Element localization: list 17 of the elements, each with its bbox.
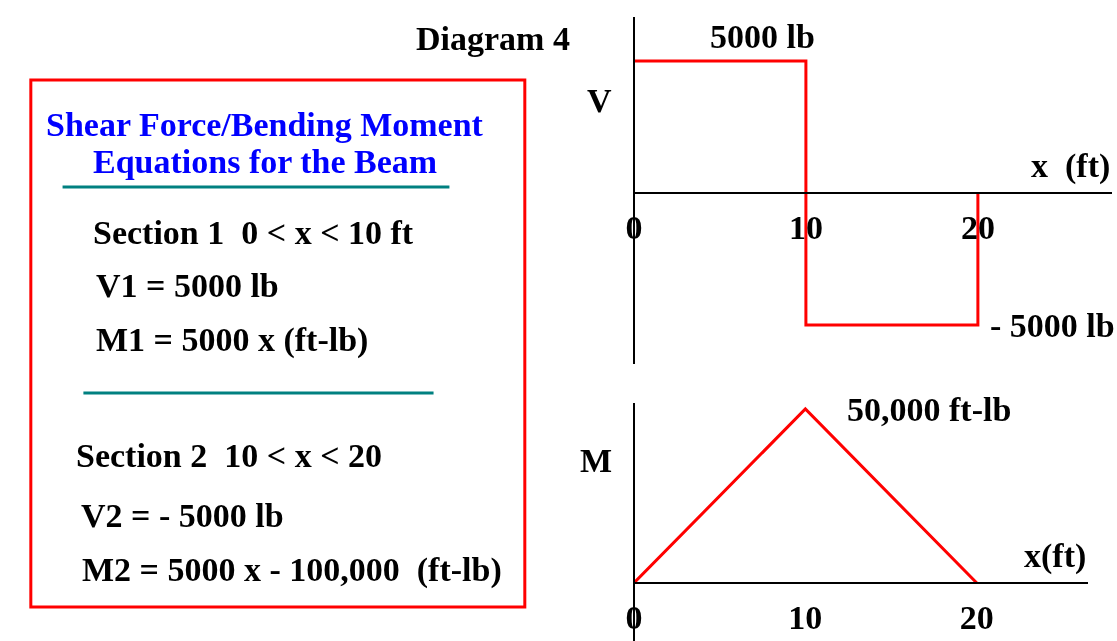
chart-title: Diagram 4 [416, 20, 570, 57]
x-tick-label: 20 [959, 598, 994, 636]
x-tick-label: 10 [788, 598, 823, 636]
annotation: 50,000 ft-lb [847, 391, 1012, 428]
annotation: 5000 lb [710, 18, 815, 55]
x-axis-title: x (ft) [1031, 147, 1111, 185]
x-axis-title: x(ft) [1024, 537, 1087, 575]
y-axis-title: M [580, 442, 613, 479]
text: Shear Force/Bending Moment Equations for the Beam [46, 106, 484, 180]
text: M2 = 5000 x - 100,000 (ft-lb) [82, 551, 502, 589]
y-axis-title: V [587, 82, 612, 119]
text: M1 = 5000 x (ft-lb) [96, 321, 369, 359]
text: V1 = 5000 lb [96, 267, 279, 304]
text: Section 1 0 < x < 10 ft [93, 214, 414, 251]
text: V2 = - 5000 lb [81, 497, 284, 534]
annotation: - 5000 lb [990, 307, 1115, 344]
text: Section 2 10 < x < 20 [76, 437, 383, 474]
